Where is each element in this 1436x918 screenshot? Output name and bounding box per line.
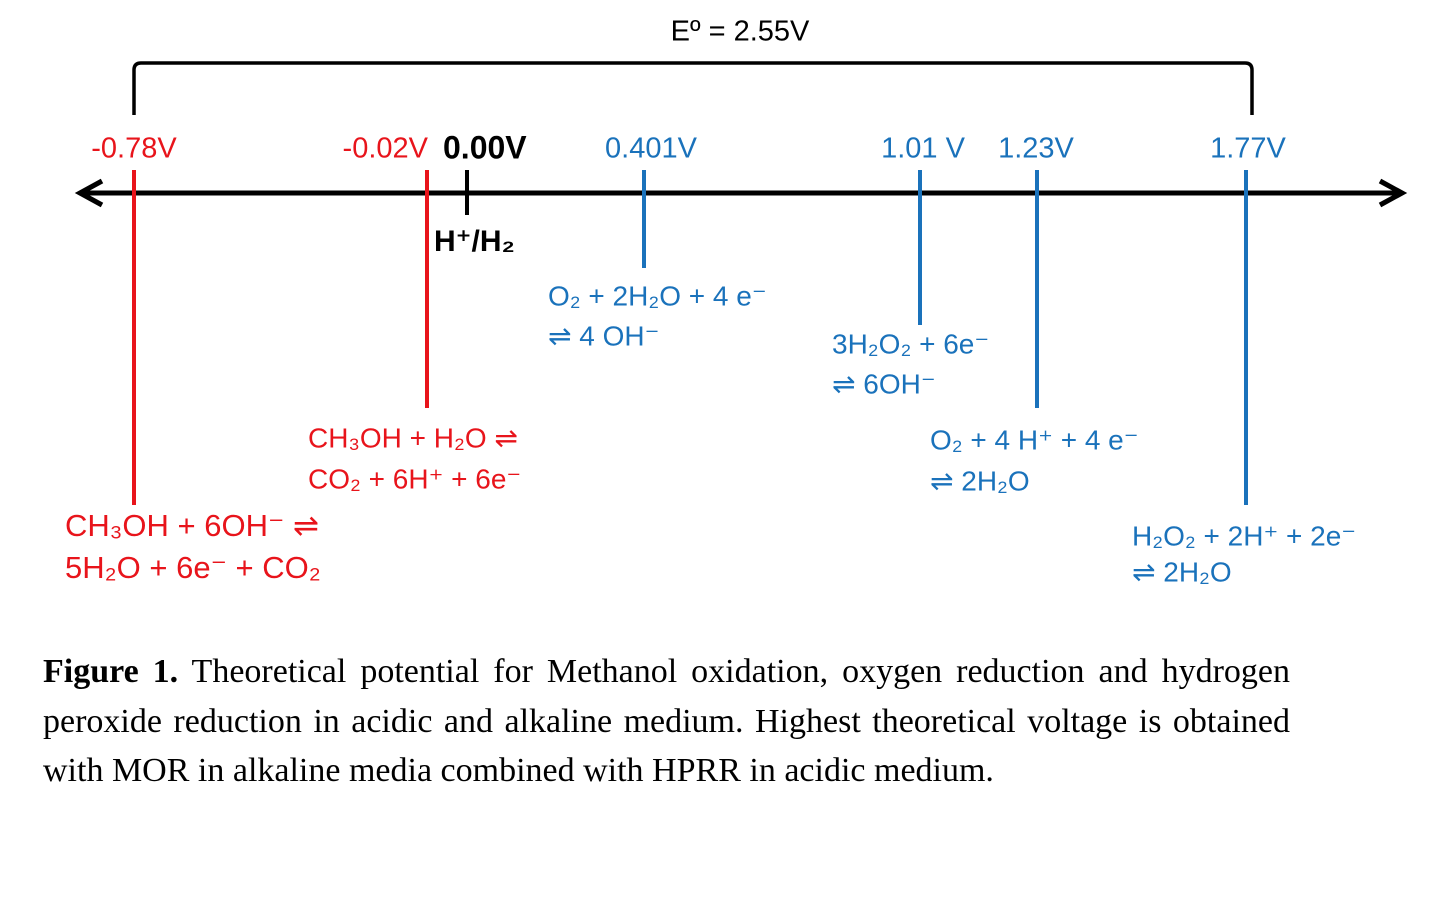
bracket-label: Eº = 2.55V [671, 16, 810, 48]
caption: Figure 1. Theoretical potential for Meth… [43, 647, 1290, 796]
reaction-text: ⇌ 2H₂O [1132, 556, 1232, 587]
reaction-text: O₂ + 2H₂O + 4 e⁻ [548, 280, 767, 311]
reaction-text: 3H₂O₂ + 6e⁻ [832, 328, 989, 359]
reaction-text: ⇌ 6OH⁻ [832, 368, 936, 399]
reaction-text: CH₃OH + 6OH⁻ ⇌ [65, 508, 319, 543]
reference-name: H⁺/H₂ [434, 225, 515, 258]
potential-label: -0.02V [343, 133, 429, 165]
arrow-right [1378, 178, 1408, 208]
potential-label: 1.77V [1210, 133, 1286, 165]
potential-label: 1.01 V [881, 133, 965, 165]
potential-label: 0.401V [605, 133, 698, 165]
arrow-left [74, 178, 104, 208]
reaction-text: ⇌ 2H₂O [930, 465, 1030, 496]
potential-label: 1.23V [998, 133, 1074, 165]
potential-label: -0.78V [91, 133, 177, 165]
potential-diagram: Eº = 2.55V 0.00V H⁺/H₂ -0.78V CH₃OH + 6OH… [65, 16, 1408, 587]
reaction-text: H₂O₂ + 2H⁺ + 2e⁻ [1132, 520, 1356, 551]
reaction-text: 5H₂O + 6e⁻ + CO₂ [65, 550, 321, 585]
caption-lead: Figure 1. [43, 653, 179, 690]
reaction-text: O₂ + 4 H⁺ + 4 e⁻ [930, 424, 1139, 455]
reference-label: 0.00V [443, 129, 527, 165]
bracket [132, 61, 1254, 115]
reaction-text: CH₃OH + H₂O ⇌ [308, 422, 518, 453]
reaction-text: ⇌ 4 OH⁻ [548, 320, 659, 351]
caption-text: Theoretical potential for Methanol oxida… [43, 653, 1290, 789]
reaction-text: CO₂ + 6H⁺ + 6e⁻ [308, 463, 521, 494]
